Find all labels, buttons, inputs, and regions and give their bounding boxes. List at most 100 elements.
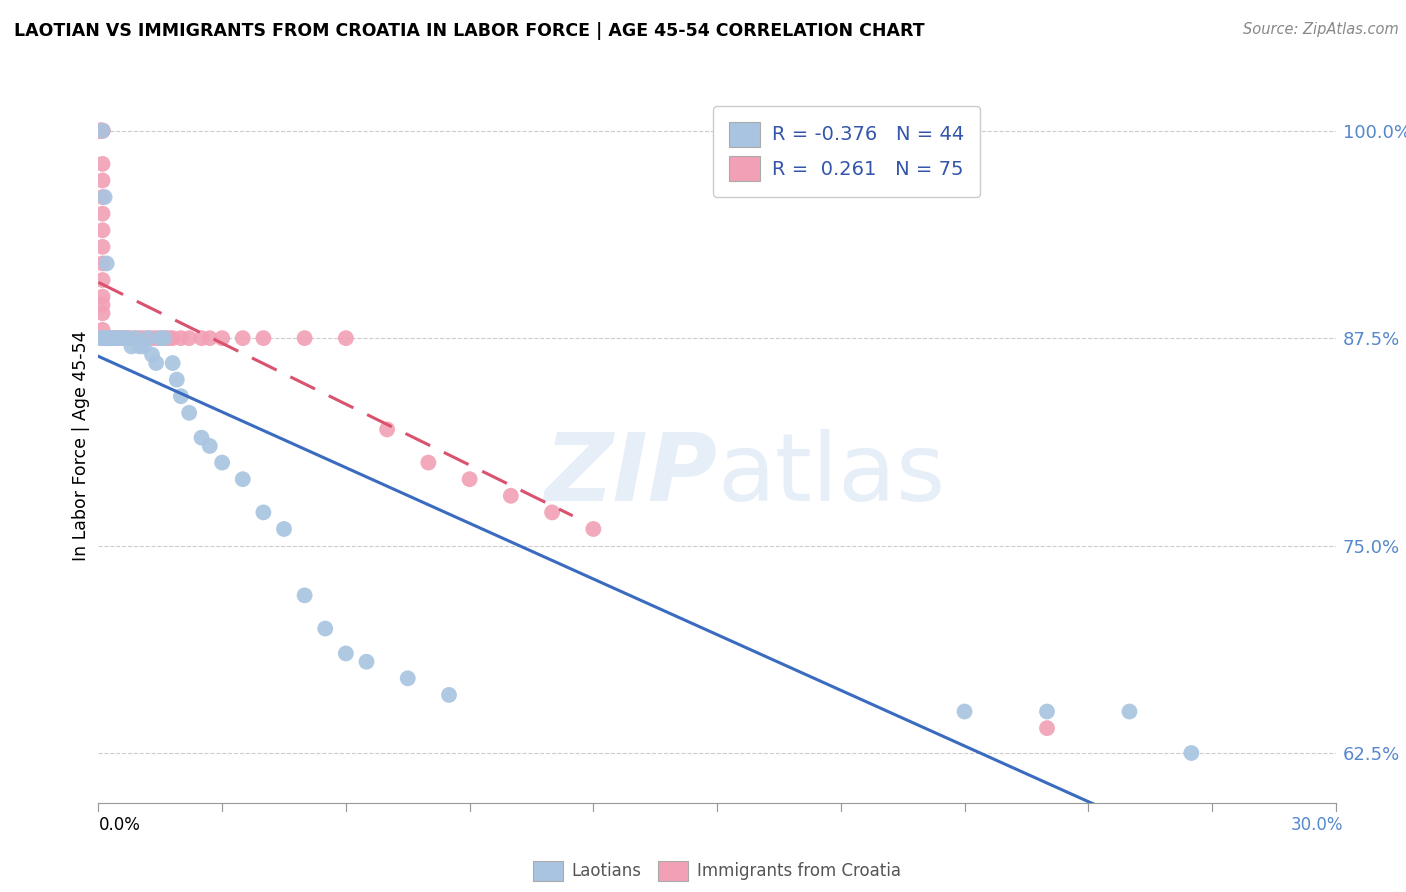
Point <box>117 331 139 345</box>
Point <box>108 331 131 345</box>
Point <box>93 190 115 204</box>
Point <box>128 339 150 353</box>
Point <box>91 207 114 221</box>
Point <box>136 331 159 345</box>
Point <box>211 331 233 345</box>
Point <box>211 456 233 470</box>
Point <box>499 489 522 503</box>
Text: atlas: atlas <box>717 428 945 521</box>
Point <box>96 331 118 345</box>
Point <box>89 124 111 138</box>
Point <box>153 331 176 345</box>
Point <box>89 124 111 138</box>
Text: Source: ZipAtlas.com: Source: ZipAtlas.com <box>1243 22 1399 37</box>
Point <box>91 331 114 345</box>
Point <box>91 331 114 345</box>
Point <box>294 331 316 345</box>
Point <box>89 124 111 138</box>
Point <box>91 298 114 312</box>
Point <box>170 331 193 345</box>
Point <box>294 588 316 602</box>
Point <box>91 124 114 138</box>
Point <box>1118 705 1140 719</box>
Point <box>157 331 180 345</box>
Point <box>179 331 201 345</box>
Point <box>112 331 135 345</box>
Point <box>93 331 115 345</box>
Point <box>96 331 118 345</box>
Point <box>91 173 114 187</box>
Point <box>91 240 114 254</box>
Point <box>149 331 172 345</box>
Point <box>91 290 114 304</box>
Point <box>1036 721 1059 735</box>
Point <box>89 124 111 138</box>
Point <box>96 331 118 345</box>
Point <box>100 331 122 345</box>
Point <box>100 331 122 345</box>
Point <box>96 256 118 270</box>
Point <box>396 671 419 685</box>
Point <box>100 331 122 345</box>
Point <box>91 124 114 138</box>
Point <box>91 331 114 345</box>
Point <box>100 331 122 345</box>
Point <box>190 431 212 445</box>
Point <box>91 331 114 345</box>
Point <box>145 356 167 370</box>
Point <box>91 190 114 204</box>
Point <box>91 256 114 270</box>
Point <box>153 331 176 345</box>
Point <box>108 331 131 345</box>
Point <box>252 331 274 345</box>
Text: 30.0%: 30.0% <box>1291 816 1343 834</box>
Point <box>96 331 118 345</box>
Point <box>96 331 118 345</box>
Point <box>232 331 254 345</box>
Point <box>104 331 127 345</box>
Point <box>418 456 440 470</box>
Point <box>93 331 115 345</box>
Point <box>375 422 398 436</box>
Point <box>91 306 114 320</box>
Point <box>170 389 193 403</box>
Point <box>91 273 114 287</box>
Point <box>149 331 172 345</box>
Point <box>1180 746 1202 760</box>
Point <box>273 522 295 536</box>
Point <box>162 331 184 345</box>
Point <box>541 505 564 519</box>
Point <box>96 331 118 345</box>
Point <box>198 331 221 345</box>
Point <box>120 339 142 353</box>
Point <box>104 331 127 345</box>
Point <box>108 331 131 345</box>
Point <box>252 505 274 519</box>
Point <box>96 331 118 345</box>
Point <box>356 655 378 669</box>
Point <box>104 331 127 345</box>
Point <box>96 331 118 345</box>
Point <box>314 622 336 636</box>
Point <box>179 406 201 420</box>
Y-axis label: In Labor Force | Age 45-54: In Labor Force | Age 45-54 <box>72 331 90 561</box>
Point <box>145 331 167 345</box>
Point <box>232 472 254 486</box>
Point <box>117 331 139 345</box>
Point <box>91 331 114 345</box>
Point <box>104 331 127 345</box>
Point <box>582 522 605 536</box>
Point <box>91 331 114 345</box>
Text: ZIP: ZIP <box>544 428 717 521</box>
Point <box>128 331 150 345</box>
Point <box>108 331 131 345</box>
Point <box>91 124 114 138</box>
Point <box>112 331 135 345</box>
Point <box>162 356 184 370</box>
Point <box>132 339 155 353</box>
Point <box>91 223 114 237</box>
Point <box>93 331 115 345</box>
Point <box>1036 705 1059 719</box>
Point <box>141 348 163 362</box>
Point <box>335 647 357 661</box>
